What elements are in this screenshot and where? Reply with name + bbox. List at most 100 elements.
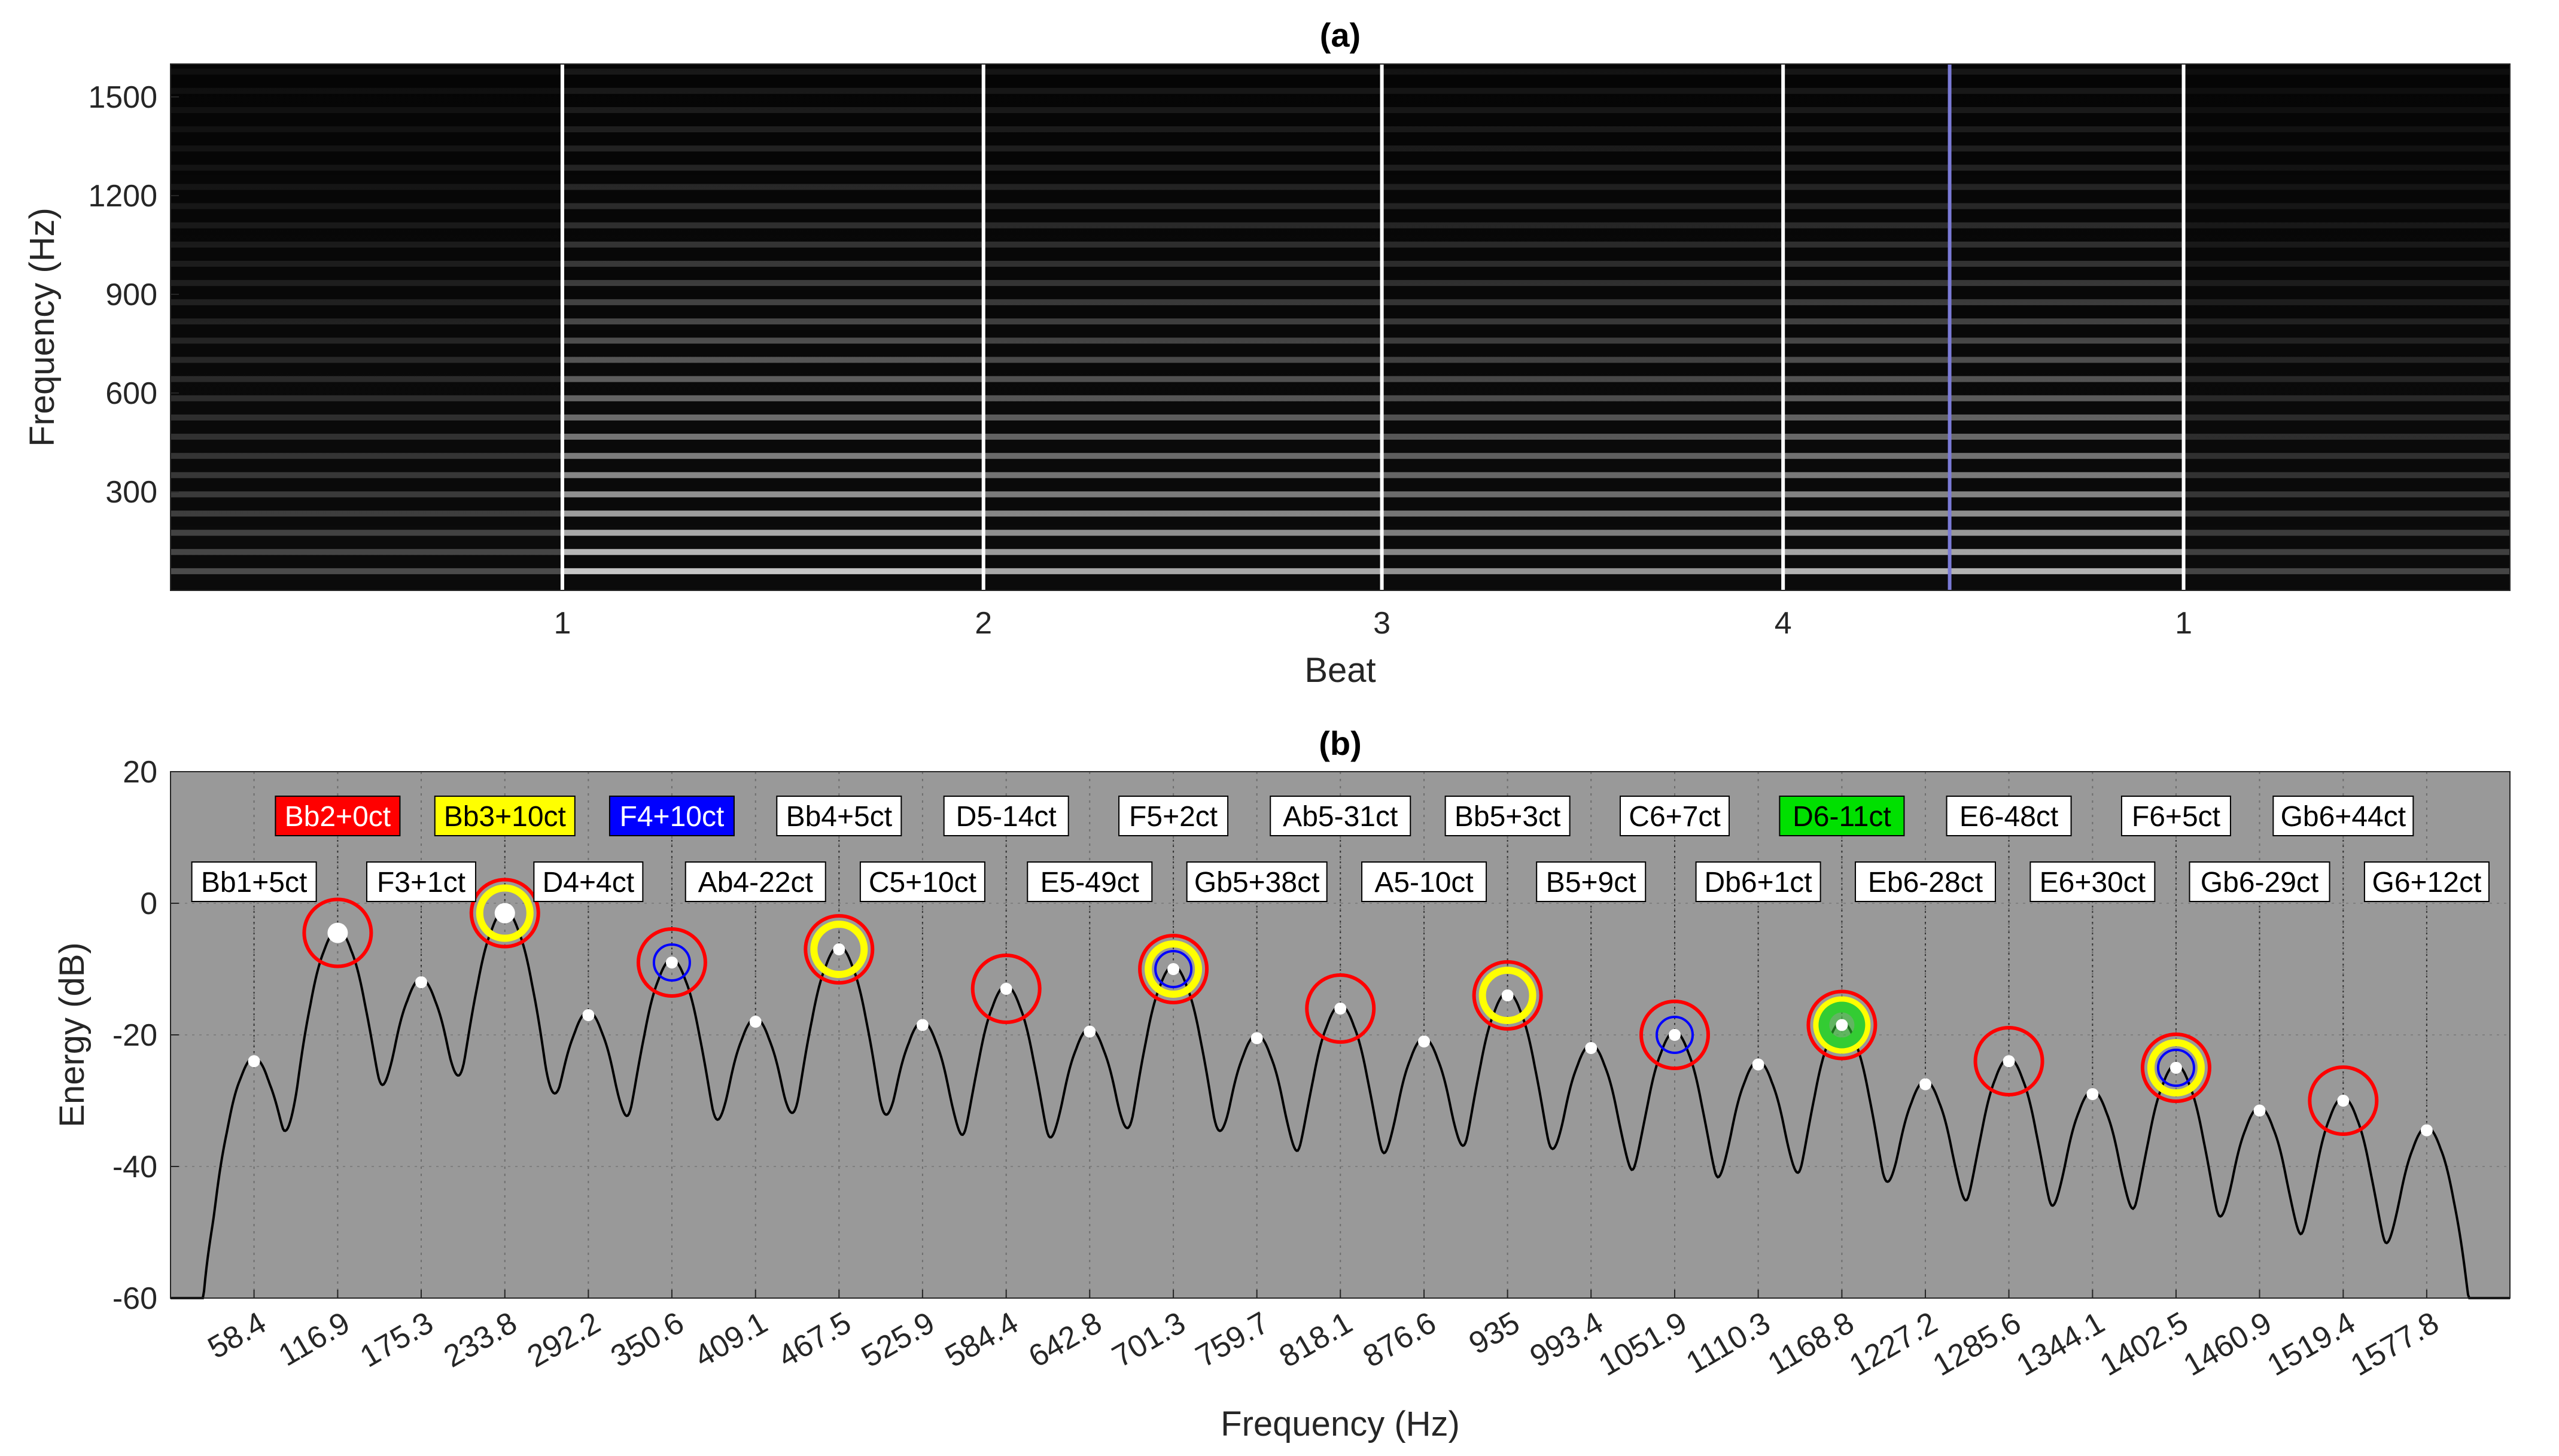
note-label-box: [366, 861, 476, 902]
peak-dot: [2253, 1104, 2266, 1117]
peak-dot: [1501, 989, 1514, 1001]
yellow-peak-ring: [1145, 940, 1203, 998]
peak-dot: [1250, 1032, 1263, 1044]
note-label: A5-10ct: [1374, 867, 1473, 898]
red-peak-ring: [970, 954, 1042, 1024]
spectrogram-y-ticks: 300 600 900 1200 1500: [88, 80, 179, 510]
blue-peak-ring: [1154, 950, 1193, 988]
peak-dot: [1752, 1058, 1764, 1071]
note-label: F6+5ct: [2132, 801, 2220, 833]
note-label-box: [684, 861, 826, 902]
panel-a-title: (a): [1320, 16, 1361, 54]
peak-markers: [248, 834, 2433, 1137]
x-tick-label: 876.6: [1357, 1305, 1442, 1374]
note-label-box: [191, 861, 317, 902]
peak-dot: [1836, 1019, 1848, 1031]
yellow-peak-ring: [476, 884, 534, 942]
spectrum-panel: (b) Bb1+5ct Bb2+0ct F3+1ct Bb3+10ct D4+4ct F4…: [53, 724, 2511, 1443]
peak-dot: [1334, 1003, 1347, 1015]
note-label-box: [1361, 861, 1487, 902]
note-label: D5-14ct: [956, 801, 1057, 833]
red-peak-ring: [804, 914, 875, 985]
spectrogram-panel: (a) 300 600 900 1200 1500 1 2 3 4 1 Beat Frequen…: [23, 16, 2511, 690]
peak-dot: [1418, 1035, 1431, 1047]
beat-tick-label: 3: [1373, 606, 1390, 641]
beat-tick-label: 4: [1775, 606, 1792, 641]
note-label-box: [1536, 861, 1647, 902]
x-tick-label: 1460.9: [2178, 1305, 2278, 1383]
note-label: Db6+1ct: [1705, 867, 1812, 898]
note-label-box: [608, 796, 735, 836]
note-label-box: [1186, 861, 1328, 902]
spectrum-x-ticks: 58.4 116.9175.3233.8292.2350.6409.1467.55…: [202, 1290, 2445, 1383]
note-label-box: [1620, 796, 1730, 836]
spectrum-x-label: Frequency (Hz): [1221, 1405, 1460, 1443]
peak-dot: [1585, 1042, 1598, 1054]
peak-dot: [2003, 1055, 2015, 1067]
x-tick-label: 818.1: [1274, 1305, 1359, 1374]
note-label-box: [434, 796, 576, 836]
note-label: Bb1+5ct: [201, 867, 307, 898]
note-label-box: [776, 796, 902, 836]
x-tick-label: 1402.5: [2094, 1305, 2194, 1383]
x-tick-label: 1051.9: [1593, 1305, 1693, 1383]
panel-b-title: (b): [1319, 724, 1362, 762]
note-label: D4+4ct: [543, 867, 634, 898]
red-peak-ring: [1973, 1026, 2044, 1096]
note-label-box: [2272, 796, 2414, 836]
peak-dot: [916, 1019, 929, 1031]
x-tick-label: 116.9: [273, 1305, 355, 1373]
note-label-box: [1027, 861, 1153, 902]
note-label: C6+7ct: [1629, 801, 1720, 833]
x-tick-label: 350.6: [605, 1305, 690, 1374]
note-label-box: [1444, 796, 1571, 836]
x-tick-label: 759.7: [1190, 1305, 1275, 1374]
blue-peak-ring: [1656, 1016, 1694, 1054]
note-label: E6-48ct: [1959, 801, 2058, 833]
y-tick-label: 300: [105, 475, 157, 510]
note-label: C5+10ct: [869, 867, 976, 898]
y-tick-label: 900: [105, 278, 157, 312]
peak-dot: [1000, 983, 1012, 995]
note-label: Bb5+3ct: [1455, 801, 1560, 833]
note-label-box: [275, 796, 401, 836]
x-tick-label: 233.8: [438, 1305, 523, 1374]
y-tick-label: 1500: [88, 80, 157, 115]
yellow-peak-ring: [1813, 996, 1871, 1054]
x-tick-label: 467.5: [772, 1305, 857, 1374]
peak-dot: [2337, 1095, 2350, 1107]
note-label: Eb6-28ct: [1868, 867, 1983, 898]
y-tick-label: 1200: [88, 179, 157, 214]
peak-dot: [749, 1016, 762, 1028]
note-labels: Bb1+5ct Bb2+0ct F3+1ct Bb3+10ct D4+4ct F4+10c…: [191, 796, 2490, 902]
yellow-peak-ring: [1478, 967, 1536, 1024]
note-label-box: [1854, 861, 1996, 902]
x-tick-label: 642.8: [1023, 1305, 1108, 1374]
note-label: Bb2+0ct: [285, 801, 391, 833]
note-label: F4+10ct: [620, 801, 725, 833]
red-peak-ring: [1806, 989, 1878, 1061]
peak-dot: [1167, 963, 1180, 975]
peak-dot: [494, 903, 515, 924]
note-label: D6-11ct: [1793, 801, 1891, 833]
note-label-box: [1695, 861, 1821, 902]
x-tick-label: 584.4: [939, 1305, 1024, 1374]
red-peak-ring: [2308, 1065, 2379, 1136]
red-peak-ring: [1138, 934, 1209, 1004]
x-tick-label: 292.2: [522, 1305, 607, 1374]
red-peak-ring: [636, 927, 707, 998]
y-tick-label: 0: [140, 887, 157, 921]
note-label: E6+30ct: [2040, 867, 2146, 898]
beat-tick-label: 1: [2175, 606, 2192, 641]
x-tick-label: 935: [1463, 1305, 1525, 1361]
peak-dot: [1669, 1029, 1681, 1041]
note-label-box: [943, 796, 1069, 836]
x-tick-label: 409.1: [689, 1305, 774, 1374]
note-label: Gb6-29ct: [2201, 867, 2318, 898]
peak-dot: [1919, 1078, 1931, 1091]
red-peak-ring: [469, 878, 540, 949]
note-label-box: [2189, 861, 2330, 902]
x-tick-label: 1519.4: [2262, 1305, 2362, 1383]
note-label-box: [1270, 796, 1411, 836]
